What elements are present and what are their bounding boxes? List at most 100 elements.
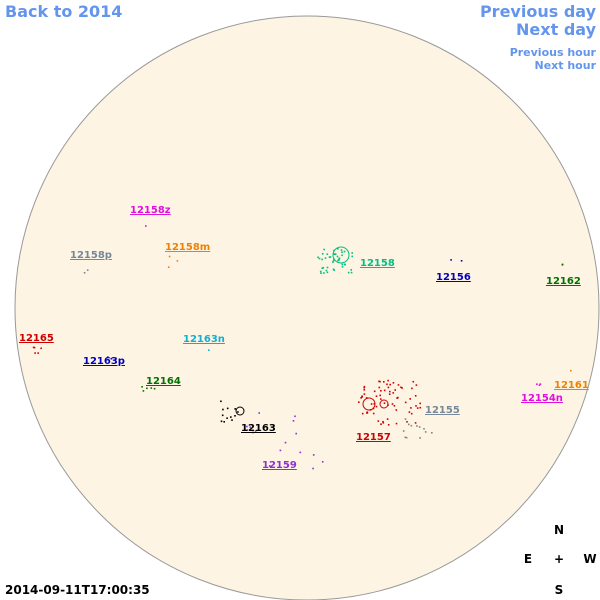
spot: [424, 431, 427, 433]
region-label[interactable]: 12158z: [130, 205, 171, 216]
spot: [246, 425, 248, 428]
spot: [294, 415, 296, 418]
spot: [387, 386, 390, 389]
spot: [350, 271, 353, 274]
spot: [258, 412, 260, 414]
region-label[interactable]: 12161: [554, 380, 589, 391]
spot: [40, 347, 42, 350]
region-label[interactable]: 12155: [425, 405, 460, 416]
spot: [321, 461, 324, 463]
spot: [363, 389, 366, 391]
spot: [363, 386, 365, 389]
spot: [220, 400, 222, 403]
region-label[interactable]: 12159: [262, 460, 297, 471]
spot: [329, 256, 332, 258]
spot: [153, 387, 156, 390]
spot: [389, 390, 391, 393]
spot: [366, 411, 368, 413]
region-label[interactable]: 12162: [546, 276, 581, 287]
previous-hour-link[interactable]: Previous hour: [510, 46, 597, 59]
region-label[interactable]: 12156: [436, 272, 471, 283]
spot: [396, 397, 398, 399]
spot: [405, 436, 408, 439]
spot: [414, 395, 417, 397]
spot: [419, 406, 422, 409]
region-label[interactable]: 12158p: [70, 250, 112, 261]
region-label[interactable]: 12164: [146, 376, 181, 387]
next-hour-link[interactable]: Next hour: [535, 59, 597, 72]
spots: [32, 225, 572, 470]
spot: [341, 266, 344, 268]
spot: [222, 408, 224, 411]
spot: [378, 386, 381, 389]
spot-umbra: [235, 406, 245, 416]
spot: [321, 258, 323, 261]
spot: [141, 386, 143, 388]
spot: [324, 257, 327, 259]
spot: [168, 255, 171, 258]
spot: [142, 390, 145, 392]
spot: [400, 386, 402, 389]
spot: [287, 464, 289, 467]
spot: [332, 259, 335, 262]
compass-north: N: [554, 523, 564, 537]
region-label[interactable]: 12165: [19, 333, 54, 344]
spot: [380, 390, 382, 392]
spot: [375, 395, 378, 397]
region-label[interactable]: 12158m: [165, 242, 210, 253]
spot: [414, 422, 417, 424]
spot: [268, 465, 271, 467]
spot: [325, 269, 328, 272]
spot: [338, 257, 341, 260]
spot: [208, 349, 210, 351]
compass-east: E: [524, 552, 532, 566]
region-label[interactable]: 12163p: [83, 356, 125, 367]
spot: [343, 250, 346, 253]
spot: [423, 428, 425, 430]
spot: [408, 411, 411, 413]
spot: [404, 401, 407, 404]
spot-umbra: [379, 399, 389, 409]
spot: [408, 423, 410, 426]
region-label[interactable]: 12154n: [521, 393, 563, 404]
spot: [337, 259, 339, 262]
compass-south: S: [555, 583, 564, 597]
spot: [340, 249, 343, 251]
next-day-link[interactable]: Next day: [516, 20, 597, 39]
spot: [386, 383, 388, 386]
spot: [332, 261, 334, 263]
spot: [363, 385, 366, 388]
spot: [323, 272, 325, 274]
spot: [343, 263, 346, 266]
spot: [254, 430, 257, 432]
spot: [416, 407, 419, 409]
spot: [223, 421, 225, 423]
previous-day-link[interactable]: Previous day: [480, 2, 597, 21]
back-link[interactable]: Back to 2014: [5, 2, 122, 21]
spot: [320, 272, 322, 274]
spot: [321, 253, 324, 255]
spot: [292, 420, 295, 422]
region-label[interactable]: 12157: [356, 432, 391, 443]
spot: [226, 407, 229, 410]
spot: [370, 403, 373, 405]
spot-umbra: [332, 246, 350, 264]
timestamp: 2014-09-11T17:00:35: [5, 583, 150, 597]
spot: [431, 432, 433, 434]
spot: [336, 255, 339, 258]
spot: [389, 383, 391, 386]
spot: [360, 397, 362, 399]
region-label[interactable]: 12163: [241, 423, 276, 434]
spot: [252, 431, 254, 434]
region-labels: 12158z 12158m 12158p 12158 12156 12162 12165 12…: [19, 205, 589, 471]
spot: [460, 260, 463, 262]
region-label[interactable]: 12158: [360, 258, 395, 269]
spot: [383, 389, 386, 392]
spot: [326, 266, 329, 269]
spot: [358, 401, 360, 403]
spot: [411, 387, 413, 390]
spot: [237, 411, 239, 413]
spot: [338, 259, 340, 261]
region-label[interactable]: 12163n: [183, 334, 225, 345]
